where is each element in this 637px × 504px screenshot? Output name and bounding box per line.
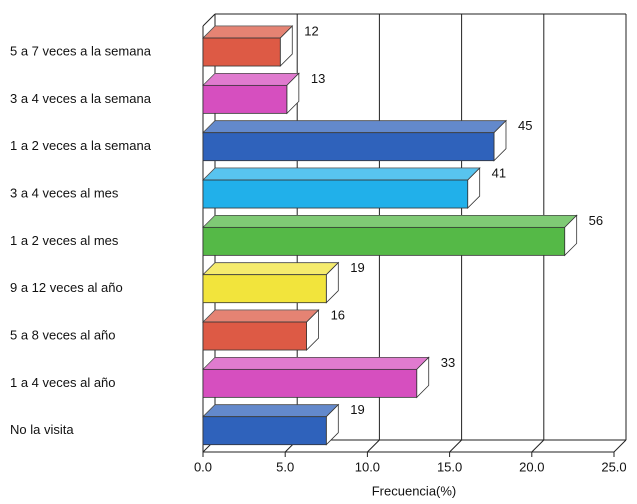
grid-line — [613, 439, 627, 453]
data-label: 16 — [331, 307, 345, 322]
x-axis-title: Frecuencia(%) — [372, 483, 457, 498]
y-tick-label: 1 a 4 veces al año — [10, 375, 116, 390]
bar-top-shade — [203, 262, 339, 275]
x-tick-label: 0.0 — [194, 459, 212, 474]
bar — [202, 416, 327, 446]
bar-top-shade — [203, 73, 299, 86]
data-label: 45 — [518, 118, 532, 133]
data-label: 41 — [492, 165, 506, 180]
bar-top-shade — [203, 357, 429, 370]
bar — [202, 179, 469, 209]
grid-line — [531, 439, 545, 453]
bar — [202, 226, 566, 256]
y-tick-label: 5 a 7 veces a la semana — [10, 43, 152, 58]
bar-top-shade — [203, 310, 319, 323]
bar — [202, 132, 495, 162]
data-label: 33 — [441, 355, 455, 370]
data-label: 19 — [350, 260, 364, 275]
x-tick-label: 15.0 — [437, 459, 462, 474]
y-tick-label: No la visita — [10, 422, 74, 437]
grid-line — [367, 439, 380, 453]
x-tick-label: 5.0 — [276, 459, 294, 474]
data-label: 12 — [304, 23, 318, 38]
bar — [202, 37, 281, 67]
wall-edge — [202, 13, 216, 27]
y-tick-label: 5 a 8 veces al año — [10, 327, 116, 342]
bar-top-shade — [203, 404, 339, 417]
data-label: 19 — [350, 402, 364, 417]
bar — [202, 368, 418, 398]
bar-top-shade — [203, 120, 506, 133]
bar — [202, 84, 288, 114]
bar-top-shade — [203, 168, 480, 181]
y-tick-label: 1 a 2 veces a la semana — [10, 138, 152, 153]
data-label: 13 — [311, 71, 325, 86]
grid-line — [449, 439, 462, 453]
bar-top-shade — [203, 26, 293, 39]
y-tick-label: 9 a 12 veces al año — [10, 280, 123, 295]
data-label: 56 — [589, 213, 603, 228]
x-tick-label: 10.0 — [355, 459, 380, 474]
bar — [202, 321, 307, 351]
y-tick-label: 1 a 2 veces al mes — [10, 233, 119, 248]
x-tick-label: 20.0 — [519, 459, 544, 474]
y-tick-label: 3 a 4 veces al mes — [10, 185, 119, 200]
bar-top-shade — [203, 215, 577, 228]
x-tick-label: 25.0 — [601, 459, 626, 474]
bar — [202, 274, 327, 304]
y-tick-label: 3 a 4 veces a la semana — [10, 91, 152, 106]
